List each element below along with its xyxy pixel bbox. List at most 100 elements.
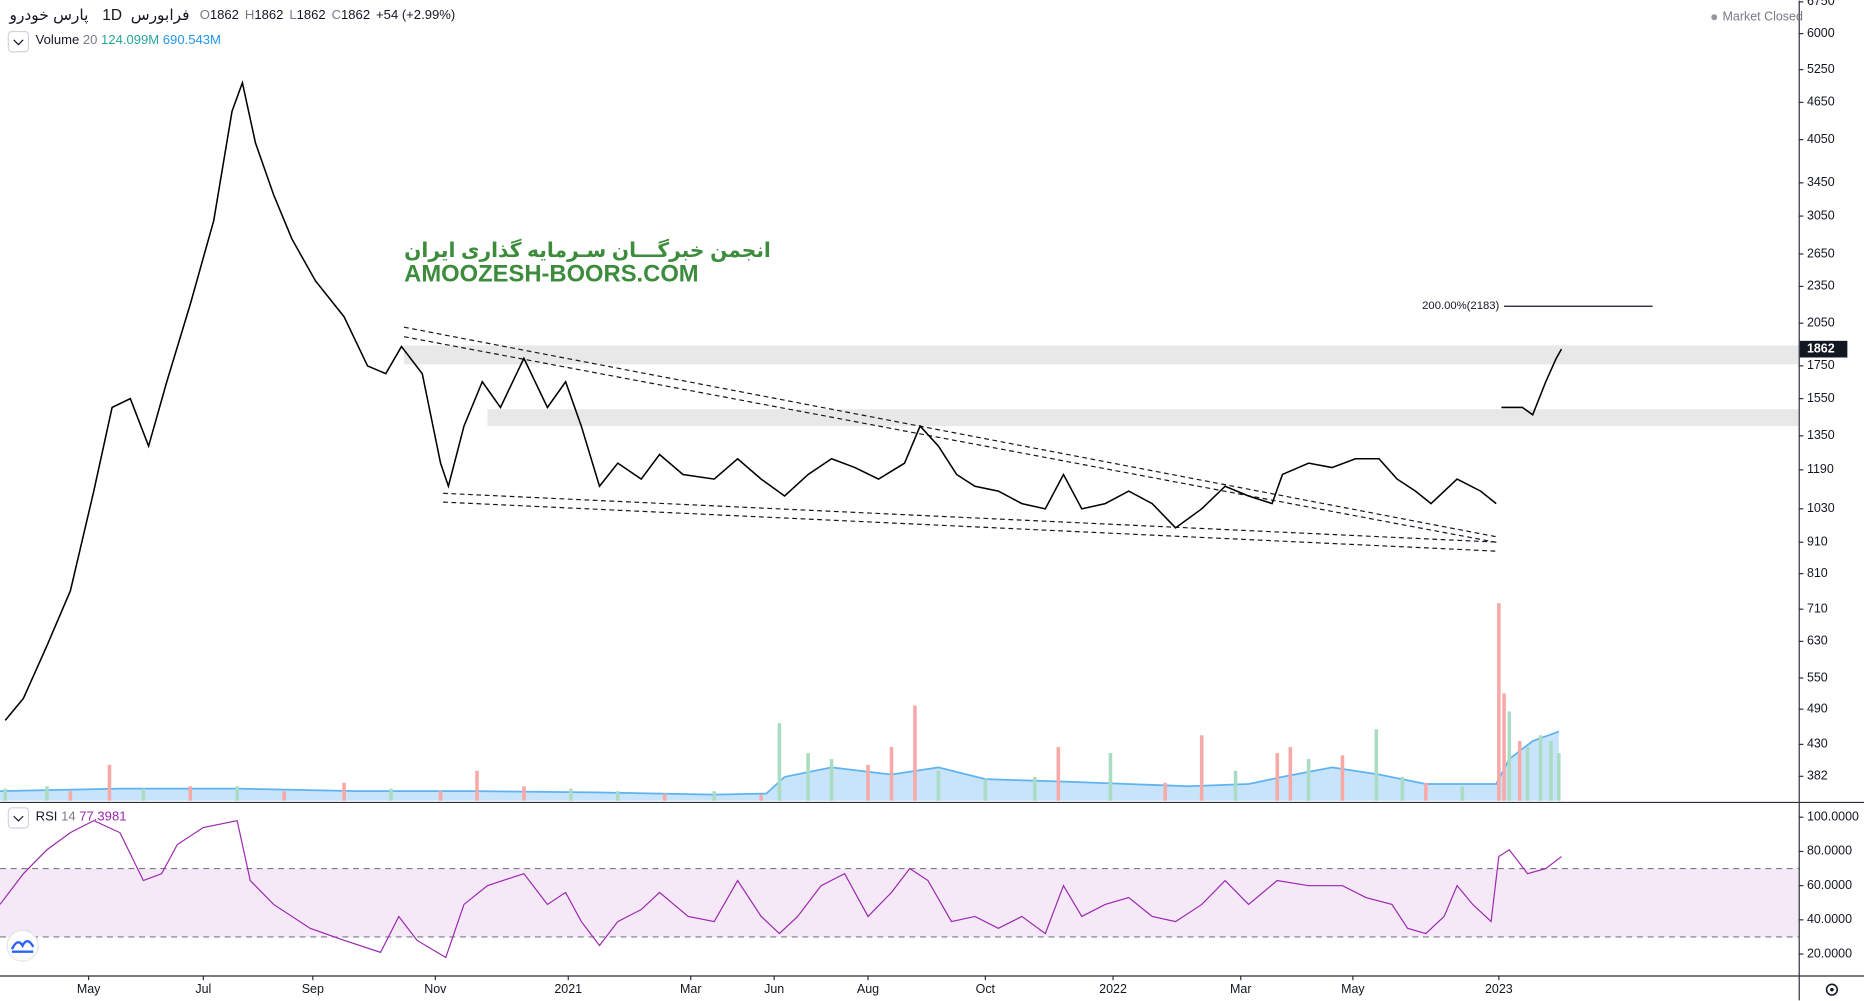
volume-legend: Volume 20 124.099M 690.543M (36, 32, 221, 47)
x-tick-label: Mar (1230, 982, 1251, 996)
y-tick-label: 4050 (1807, 132, 1835, 146)
watermark: AMOOZESH-BOORS.COM (404, 261, 698, 288)
ohlc-value: 1862 (341, 8, 370, 23)
status-dot (1711, 14, 1718, 21)
trendline (443, 501, 1499, 552)
collapse-button[interactable] (7, 30, 30, 53)
x-tick-label: Nov (424, 982, 447, 996)
x-tick-label: 2022 (1099, 982, 1127, 996)
fib-label: 200.00%(2183) (1422, 300, 1499, 312)
volume-bar (1400, 776, 1405, 801)
y-tick-label: 2350 (1807, 279, 1835, 293)
volume-bar (522, 786, 526, 801)
ohlc: O1862 H1862 L1862 C1862 +54 (+2.99%) (200, 8, 455, 23)
y-tick-label: 1350 (1807, 428, 1835, 442)
y-tick-label: 5250 (1807, 62, 1835, 76)
volume-bar (438, 791, 443, 801)
y-tick-label: 3450 (1807, 175, 1835, 189)
volume-bar (712, 791, 717, 801)
volume-bar (1538, 735, 1543, 801)
watermark: انجمن خبرگـــان سـرمایه گذاری ایران (404, 238, 771, 262)
x-tick-label: Aug (857, 982, 879, 996)
x-tick-label: May (77, 982, 101, 996)
volume-bar (475, 770, 479, 801)
y-tick-label: 4650 (1807, 95, 1835, 109)
volume-bar (759, 794, 763, 801)
change: +54 (+2.99%) (376, 8, 455, 23)
y-tick-label: 2650 (1807, 246, 1835, 260)
volume-bar (1460, 786, 1465, 801)
trendline (403, 326, 1499, 538)
volume-bar (1507, 711, 1512, 801)
gear-center (1830, 987, 1834, 992)
y-tick-label: 810 (1807, 566, 1828, 580)
volume-bar (1163, 782, 1167, 801)
chevron-icon (13, 815, 24, 822)
x-tick-label: Jul (195, 982, 211, 996)
y-tick-label: 20.0000 (1807, 946, 1852, 960)
x-tick-label: Sep (302, 982, 324, 996)
y-tick-label: 1030 (1807, 501, 1835, 515)
volume-bar (1056, 747, 1061, 801)
volume-bar (1199, 735, 1204, 801)
trendline (443, 492, 1499, 543)
volume-bar (616, 791, 620, 801)
volume-bar (3, 788, 7, 801)
volume-bar (866, 764, 870, 801)
volume-bar (1549, 741, 1553, 801)
volume-bar (1233, 770, 1238, 801)
volume-bar (1502, 693, 1506, 801)
gear-icon (1825, 983, 1839, 996)
y-tick-label: 382 (1807, 769, 1828, 783)
volume-bar (806, 753, 810, 801)
market-status: Market Closed (1723, 10, 1803, 24)
y-tick-label: 1550 (1807, 391, 1835, 405)
collapse-button[interactable] (7, 807, 30, 829)
symbol: پارس خودرو (9, 7, 89, 25)
interval[interactable]: 1D (102, 7, 122, 24)
volume-bar (342, 782, 346, 801)
volume-bar (1306, 759, 1311, 801)
volume-bar (1517, 741, 1522, 801)
x-tick-label: May (1341, 982, 1365, 996)
y-tick-label: 2050 (1807, 316, 1835, 330)
y-tick-label: 40.0000 (1807, 912, 1852, 926)
settings-button[interactable] (1825, 983, 1839, 996)
volume-bar (1374, 729, 1379, 801)
logo-mark (10, 940, 35, 953)
volume-bar (1340, 755, 1345, 801)
chevron-icon (13, 39, 24, 46)
volume-bar (777, 723, 782, 801)
ohlc-label: L (289, 8, 296, 23)
y-tick-label: 630 (1807, 634, 1828, 648)
ohlc-label: O (200, 8, 210, 23)
price-zone (487, 409, 1799, 427)
volume-bar (141, 788, 146, 801)
volume-bar (107, 764, 112, 801)
volume-ma (0, 730, 1560, 796)
volume-bar (188, 786, 193, 801)
last-price-tag (1799, 340, 1848, 358)
price-line (0, 819, 1562, 959)
x-tick-label: 2023 (1485, 982, 1513, 996)
y-tick-label: 910 (1807, 535, 1828, 549)
volume-bar (662, 793, 667, 801)
x-tick-label: Mar (680, 982, 701, 996)
y-tick-label: 6000 (1807, 26, 1835, 40)
ohlc-label: C (332, 8, 341, 23)
price-line (4, 79, 1563, 721)
y-tick-label: 80.0000 (1807, 844, 1852, 858)
y-tick-label: 490 (1807, 701, 1828, 715)
volume-bar (829, 759, 834, 801)
volume-bar (1525, 747, 1530, 801)
volume-bar (45, 786, 49, 801)
volume-bar (1557, 753, 1561, 801)
y-tick-label: 3050 (1807, 208, 1835, 222)
volume-bar (1288, 747, 1293, 801)
x-tick-label: Oct (976, 982, 996, 996)
volume-bar (1424, 782, 1428, 801)
x-tick-label: 2021 (554, 982, 582, 996)
y-tick-label: 60.0000 (1807, 878, 1852, 892)
